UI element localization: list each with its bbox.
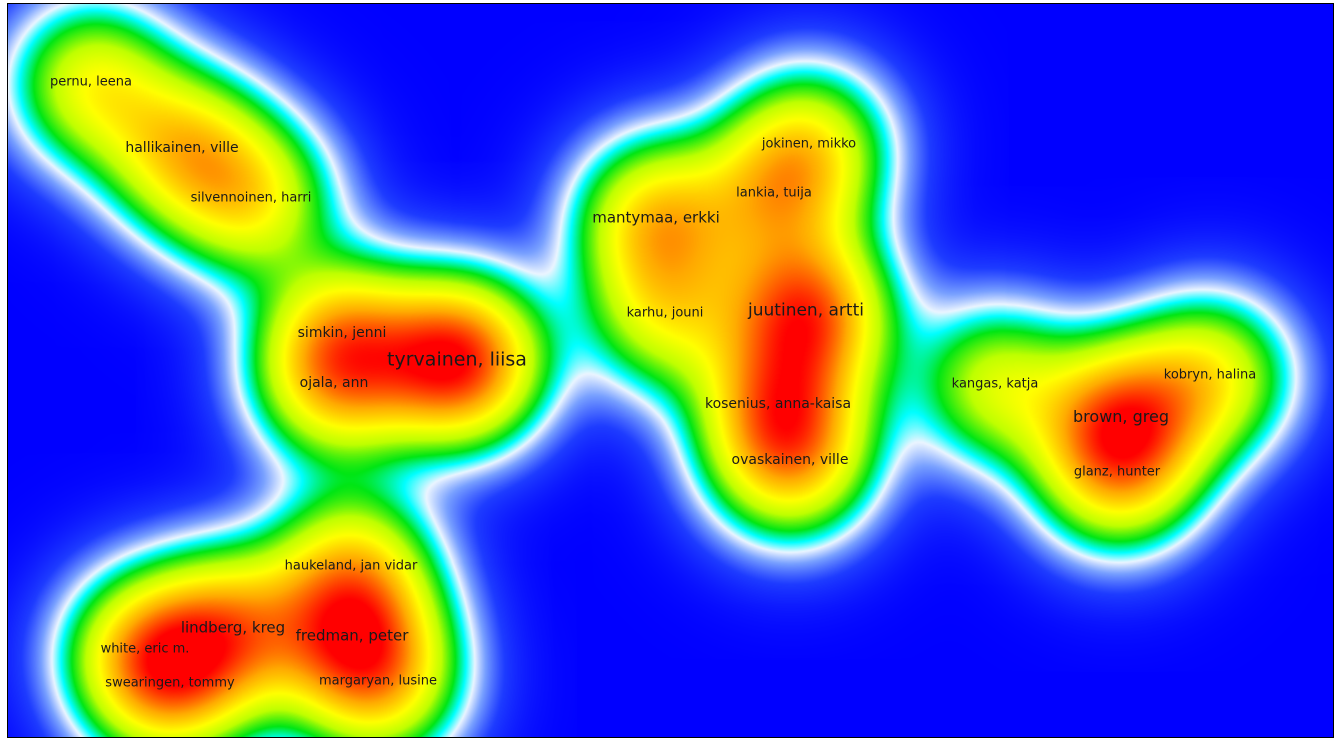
node-label-hallikainen[interactable]: hallikainen, ville — [125, 140, 239, 156]
node-label-tyrvainen[interactable]: tyrvainen, liisa — [387, 348, 527, 371]
node-label-pernu[interactable]: pernu, leena — [50, 74, 132, 90]
node-label-lindberg[interactable]: lindberg, kreg — [180, 618, 286, 637]
node-label-white[interactable]: white, eric m. — [100, 641, 190, 657]
node-label-haukeland[interactable]: haukeland, jan vidar — [284, 558, 418, 574]
node-label-lankia[interactable]: lankia, tuija — [736, 185, 812, 201]
node-label-brown[interactable]: brown, greg — [1073, 407, 1169, 426]
node-label-kangas[interactable]: kangas, katja — [951, 376, 1039, 392]
node-label-swearingen[interactable]: swearingen, tommy — [105, 675, 235, 691]
node-label-margaryan[interactable]: margaryan, lusine — [319, 673, 437, 689]
node-label-silvennoinen[interactable]: silvennoinen, harri — [190, 190, 312, 206]
node-label-ovaskainen[interactable]: ovaskainen, ville — [731, 452, 849, 468]
node-label-fredman[interactable]: fredman, peter — [295, 626, 409, 645]
density-heatmap-canvas — [8, 4, 1333, 737]
node-label-jokinen[interactable]: jokinen, mikko — [761, 136, 857, 152]
node-label-mantymaa[interactable]: mantymaa, erkki — [592, 208, 720, 227]
node-label-kosenius[interactable]: kosenius, anna-kaisa — [704, 396, 852, 412]
node-label-simkin[interactable]: simkin, jenni — [297, 325, 387, 341]
node-label-karhu[interactable]: karhu, jouni — [626, 305, 704, 321]
node-label-ojala[interactable]: ojala, ann — [299, 375, 369, 391]
density-map: pernu, leena hallikainen, ville silvenno… — [7, 3, 1334, 738]
node-label-juutinen[interactable]: juutinen, artti — [748, 300, 864, 321]
node-label-glanz[interactable]: glanz, hunter — [1073, 464, 1161, 480]
node-label-kobryn[interactable]: kobryn, halina — [1163, 367, 1257, 383]
